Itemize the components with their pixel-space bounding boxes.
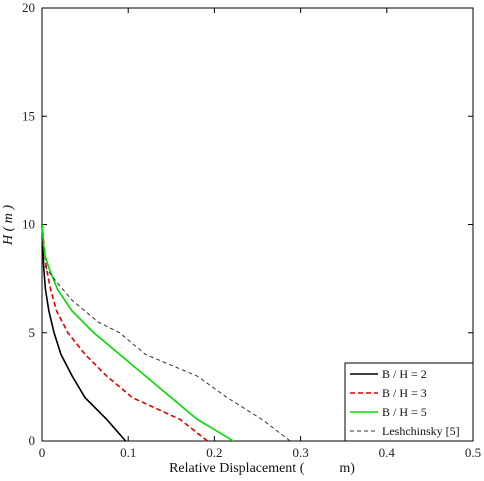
series-lines [41,224,291,442]
legend-label: Leshchinsky [5] [382,424,460,438]
y-tick-label: 15 [22,108,35,123]
legend-label: B / H = 3 [382,386,427,400]
legend-box [344,362,474,442]
y-tick-label: 10 [22,217,35,232]
series-line [41,224,234,442]
x-tick-label: 0.3 [292,445,308,460]
legend: B / H = 2 B / H = 3 B / H = 5 Leshchinsky [… [344,362,474,442]
x-tick-label: 0.2 [206,445,222,460]
series-line [41,261,291,442]
x-tick-label: 0 [39,445,46,460]
axis-ticks: 0 0.1 0.2 0.3 0.4 0.5 0 5 10 15 20 [22,0,481,460]
legend-label: B / H = 2 [382,367,427,381]
series-line [41,224,127,442]
x-tick-label: 0.5 [465,445,481,460]
x-tick-label: 0.4 [379,445,396,460]
x-tick-label: 0.1 [120,445,136,460]
legend-label: B / H = 5 [382,405,427,419]
y-tick-label: 0 [29,433,36,448]
series-line [41,224,208,442]
x-axis-label: Relative Displacement ( m) [169,461,355,476]
y-tick-label: 5 [29,325,36,340]
y-tick-label: 20 [22,0,35,15]
y-axis-label: H ( m ) [1,205,16,246]
